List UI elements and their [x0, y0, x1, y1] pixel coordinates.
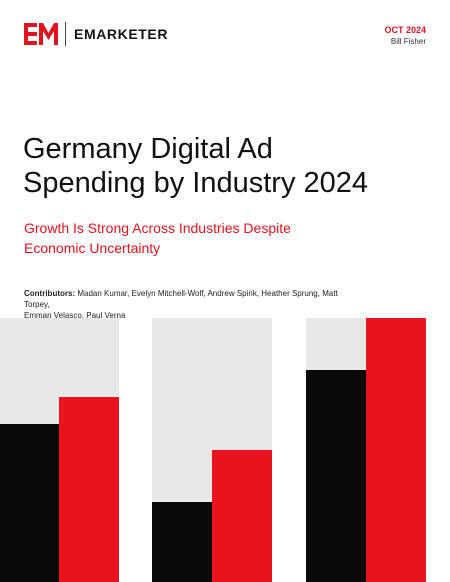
report-title: Germany Digital Ad Spending by Industry … [23, 132, 433, 200]
title-line-2: Spending by Industry 2024 [23, 167, 369, 199]
report-meta: OCT 2024 Bill Fisher [384, 25, 426, 47]
decor-red-bar-1 [59, 397, 119, 582]
report-date: OCT 2024 [384, 25, 426, 35]
contributors: Contributors: Madan Kumar, Evelyn Mitche… [24, 288, 364, 321]
decor-black-bar-1 [0, 424, 59, 582]
logo-divider [65, 22, 66, 46]
em-logo-icon [24, 23, 58, 45]
report-author: Bill Fisher [390, 37, 426, 46]
decor-black-bar-3 [306, 370, 366, 582]
decor-red-bar-2 [212, 450, 272, 582]
subtitle-line-1: Growth Is Strong Across Industries Despi… [24, 220, 291, 236]
decor-black-bar-2 [152, 502, 212, 582]
report-subtitle: Growth Is Strong Across Industries Despi… [24, 218, 324, 258]
contributors-names-2: Emman Velasco, Paul Verna [24, 311, 126, 320]
title-line-1: Germany Digital Ad [23, 133, 273, 165]
contributors-names-1: Madan Kumar, Evelyn Mitchell-Wolf, Andre… [24, 289, 338, 309]
emarketer-logo: EMARKETER [24, 22, 168, 46]
subtitle-line-2: Economic Uncertainty [24, 240, 161, 256]
brand-name: EMARKETER [74, 26, 169, 42]
decor-red-bar-3 [366, 318, 426, 582]
contributors-label: Contributors: [24, 289, 76, 298]
